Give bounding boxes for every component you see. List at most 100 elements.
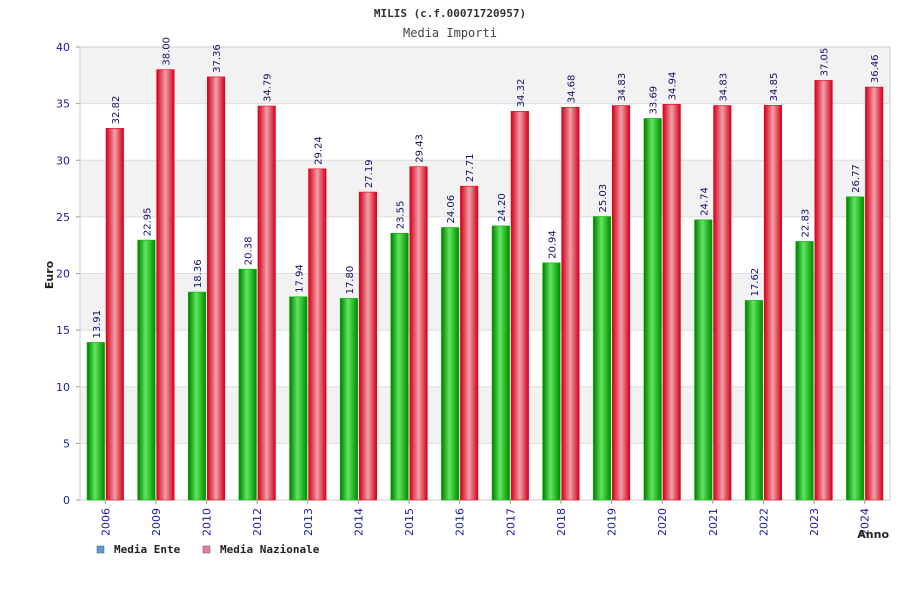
value-label-media-ente: 17.80 (345, 266, 356, 295)
value-label-media-nazionale: 34.79 (263, 73, 274, 102)
bar-media-ente (390, 232, 409, 501)
x-tick-label: 2006 (99, 508, 112, 536)
x-tick-label: 2018 (555, 508, 568, 536)
x-tick-label: 2016 (454, 508, 467, 536)
bar-media-nazionale (561, 106, 580, 501)
bar-media-nazionale (713, 105, 732, 501)
x-axis-label: Anno (857, 528, 889, 541)
value-label-media-nazionale: 34.83 (718, 73, 729, 102)
bar-media-nazionale (814, 80, 833, 501)
bar-media-ente (593, 216, 612, 501)
value-label-media-ente: 26.77 (851, 164, 862, 193)
value-label-media-nazionale: 38.00 (161, 37, 172, 66)
bar-media-ente (491, 225, 510, 501)
y-tick-label: 30 (56, 154, 70, 167)
y-tick-label: 15 (56, 324, 70, 337)
chart-subtitle: Media Importi (403, 26, 497, 40)
bar-media-nazionale (156, 69, 175, 501)
bar-media-nazionale (510, 111, 529, 501)
bar-media-ente (289, 296, 308, 501)
value-label-media-ente: 18.36 (193, 259, 204, 288)
bar-media-ente (188, 291, 207, 501)
value-label-media-nazionale: 27.19 (364, 159, 375, 188)
bar-media-ente (86, 342, 105, 501)
value-label-media-nazionale: 27.71 (465, 154, 476, 183)
x-tick-label: 2017 (504, 508, 517, 536)
x-tick-label: 2024 (859, 508, 872, 536)
value-label-media-ente: 24.74 (699, 187, 710, 216)
y-tick-label: 20 (56, 268, 70, 281)
x-tick-label: 2010 (201, 508, 214, 536)
value-label-media-nazionale: 34.68 (566, 75, 577, 104)
bar-media-nazionale (207, 76, 226, 501)
bar-media-nazionale (763, 105, 782, 501)
x-tick-label: 2020 (656, 508, 669, 536)
value-label-media-nazionale: 34.32 (516, 79, 527, 108)
x-tick-label: 2013 (302, 508, 315, 536)
plot-area: 0 5 10 15 20 25 30 35 40 13.91 32.82 2006 22.95 38.00… (56, 37, 891, 536)
bar-media-nazionale (409, 166, 428, 501)
legend-label-media-ente: Media Ente (114, 543, 181, 556)
value-label-media-nazionale: 36.46 (870, 54, 881, 83)
x-tick-label: 2015 (403, 508, 416, 536)
bar-media-nazionale (612, 105, 631, 501)
y-tick-label: 35 (56, 98, 70, 111)
y-tick-label: 0 (63, 494, 70, 507)
value-label-media-ente: 13.91 (92, 310, 103, 339)
bar-media-ente (339, 298, 358, 501)
bar-media-nazionale (257, 105, 276, 501)
value-label-media-nazionale: 34.83 (617, 73, 628, 102)
bar-media-nazionale (865, 86, 884, 501)
bar-media-ente (643, 118, 662, 501)
bar-media-ente (238, 268, 257, 501)
bar-media-ente (441, 227, 460, 501)
value-label-media-ente: 23.55 (396, 201, 407, 230)
y-tick-label: 5 (63, 437, 70, 450)
plot-frame (79, 46, 891, 501)
chart-title: MILIS (c.f.00071720957) (374, 7, 526, 20)
x-tick-label: 2022 (757, 508, 770, 536)
value-label-media-nazionale: 37.36 (212, 44, 223, 73)
legend-swatch-media-nazionale (202, 545, 211, 554)
value-label-media-nazionale: 37.05 (820, 48, 831, 77)
value-label-media-nazionale: 34.85 (769, 73, 780, 102)
legend: Media Ente Media Nazionale (96, 543, 320, 556)
value-label-media-ente: 24.20 (497, 193, 508, 222)
x-tick-label: 2021 (707, 508, 720, 536)
x-tick-label: 2009 (150, 508, 163, 536)
value-label-media-ente: 20.38 (244, 237, 255, 266)
bar-media-nazionale (308, 168, 327, 501)
y-tick-label: 40 (56, 41, 70, 54)
legend-swatch-media-ente (96, 545, 105, 554)
legend-label-media-nazionale: Media Nazionale (220, 543, 320, 556)
value-label-media-nazionale: 34.94 (668, 72, 679, 101)
value-label-media-ente: 17.62 (750, 268, 761, 297)
bar-media-ente (846, 196, 865, 501)
value-label-media-nazionale: 29.24 (313, 136, 324, 165)
bar-media-nazionale (358, 191, 377, 501)
value-label-media-nazionale: 32.82 (111, 96, 122, 125)
value-label-media-nazionale: 29.43 (415, 134, 426, 163)
bar-media-ente (744, 300, 763, 501)
x-tick-label: 2019 (606, 508, 619, 536)
value-label-media-ente: 33.69 (649, 86, 660, 115)
bar-media-nazionale (460, 185, 479, 501)
y-axis-label: Euro (43, 260, 56, 289)
value-label-media-ente: 22.95 (142, 207, 153, 236)
y-tick-label: 10 (56, 381, 70, 394)
bar-media-nazionale (105, 128, 124, 501)
x-tick-label: 2014 (352, 508, 365, 536)
value-label-media-ente: 22.83 (801, 209, 812, 238)
value-label-media-ente: 17.94 (294, 264, 305, 293)
bar-media-ente (542, 262, 561, 501)
value-label-media-ente: 20.94 (547, 230, 558, 259)
value-label-media-ente: 25.03 (598, 184, 609, 213)
bar-media-nazionale (662, 104, 681, 501)
x-tick-label: 2012 (251, 508, 264, 536)
bar-media-ente (795, 241, 814, 501)
bar-media-ente (137, 239, 156, 501)
y-tick-label: 25 (56, 211, 70, 224)
bar-media-ente (694, 219, 713, 501)
x-tick-label: 2023 (808, 508, 821, 536)
